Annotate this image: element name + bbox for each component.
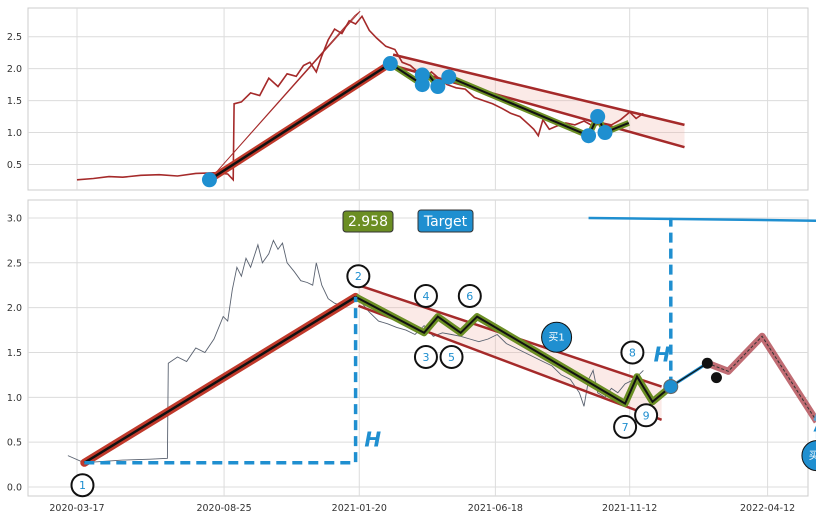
top-up-leg-line <box>208 62 391 181</box>
top-pivot-marker <box>581 128 597 144</box>
buy1-label: 买1 <box>548 332 564 344</box>
pivot-number-circle <box>346 264 371 289</box>
pivot-number-circle <box>413 344 438 369</box>
top-pivot-marker <box>414 67 430 83</box>
top-pivot-marker <box>430 79 446 95</box>
pivot-number-circle <box>70 473 95 498</box>
x-tick-label: 2021-11-12 <box>602 503 657 514</box>
top-pivot-marker <box>201 172 217 188</box>
pivot-number-label: 8 <box>629 346 636 359</box>
top-pivot-marker <box>597 125 613 141</box>
pivot-number-label: 6 <box>466 290 473 303</box>
bottom-y-tick-label: 2.5 <box>7 258 22 269</box>
bottom-black-marker <box>710 372 722 384</box>
value-box <box>342 210 394 233</box>
top-y-tick-label: 2.0 <box>7 64 22 75</box>
bottom-y-tick-label: 1.0 <box>7 393 22 404</box>
bottom-y-tick-label: 1.5 <box>7 348 22 359</box>
pivot-number-circle <box>457 283 482 308</box>
top-projection-wedge <box>209 10 361 181</box>
pivot-number-label: 7 <box>622 421 629 434</box>
top-pivot-marker <box>441 69 457 85</box>
value-box-text: 2.958 <box>348 214 388 230</box>
pivot-number-label: 9 <box>643 409 650 422</box>
pivot-number-circle <box>439 344 464 369</box>
buy2-marker <box>801 440 816 472</box>
top-y-tick-label: 0.5 <box>7 160 22 171</box>
top-y-tick-label: 1.5 <box>7 96 22 107</box>
pivot-number-label: 5 <box>448 351 455 364</box>
target-arrow-line <box>588 216 816 222</box>
pivot-number-label: 4 <box>422 290 429 303</box>
pivot-number-circle <box>620 340 645 365</box>
top-price-line <box>76 14 644 182</box>
buy2-label: 买2 <box>809 450 816 462</box>
bottom-y-tick-label: 0.5 <box>7 438 22 449</box>
bottom-projection-dash-red <box>707 335 816 422</box>
h2-label: H <box>654 342 671 366</box>
pivot-number-circle <box>634 403 659 428</box>
pivot-number-label: 1 <box>79 479 86 492</box>
target-box <box>417 209 474 233</box>
top-y-tick-label: 1.0 <box>7 128 22 139</box>
pivot-number-circle <box>413 283 438 308</box>
pivot-number-label: 2 <box>355 270 362 283</box>
top-channel-upper <box>392 53 685 127</box>
top-plot-area <box>27 7 809 191</box>
x-tick-label: 2021-01-20 <box>332 503 387 514</box>
x-tick-label: 2020-08-25 <box>196 503 251 514</box>
pivot-number-circle <box>613 414 638 439</box>
pivot-number-label: 3 <box>422 351 429 364</box>
buy2-arrow-head <box>813 425 816 432</box>
top-pivot-marker <box>590 109 606 125</box>
bottom-zigzag-line <box>355 296 672 406</box>
h-label: H <box>364 428 381 452</box>
bottom-y-tick-label: 2.0 <box>7 303 22 314</box>
bottom-black-marker <box>701 357 713 369</box>
bottom-y-tick-label: 3.0 <box>7 213 22 224</box>
top-y-tick-label: 2.5 <box>7 32 22 43</box>
x-tick-label: 2021-06-18 <box>468 503 523 514</box>
x-tick-label: 2022-04-12 <box>740 503 795 514</box>
bottom-blue-marker <box>663 379 679 395</box>
bottom-up-leg-line <box>83 295 357 464</box>
bottom-y-tick-label: 0.0 <box>7 483 22 494</box>
target-box-text: Target <box>423 214 468 230</box>
top-pivot-marker <box>382 56 398 72</box>
buy1-marker <box>541 321 573 353</box>
x-tick-label: 2020-03-17 <box>49 503 104 514</box>
